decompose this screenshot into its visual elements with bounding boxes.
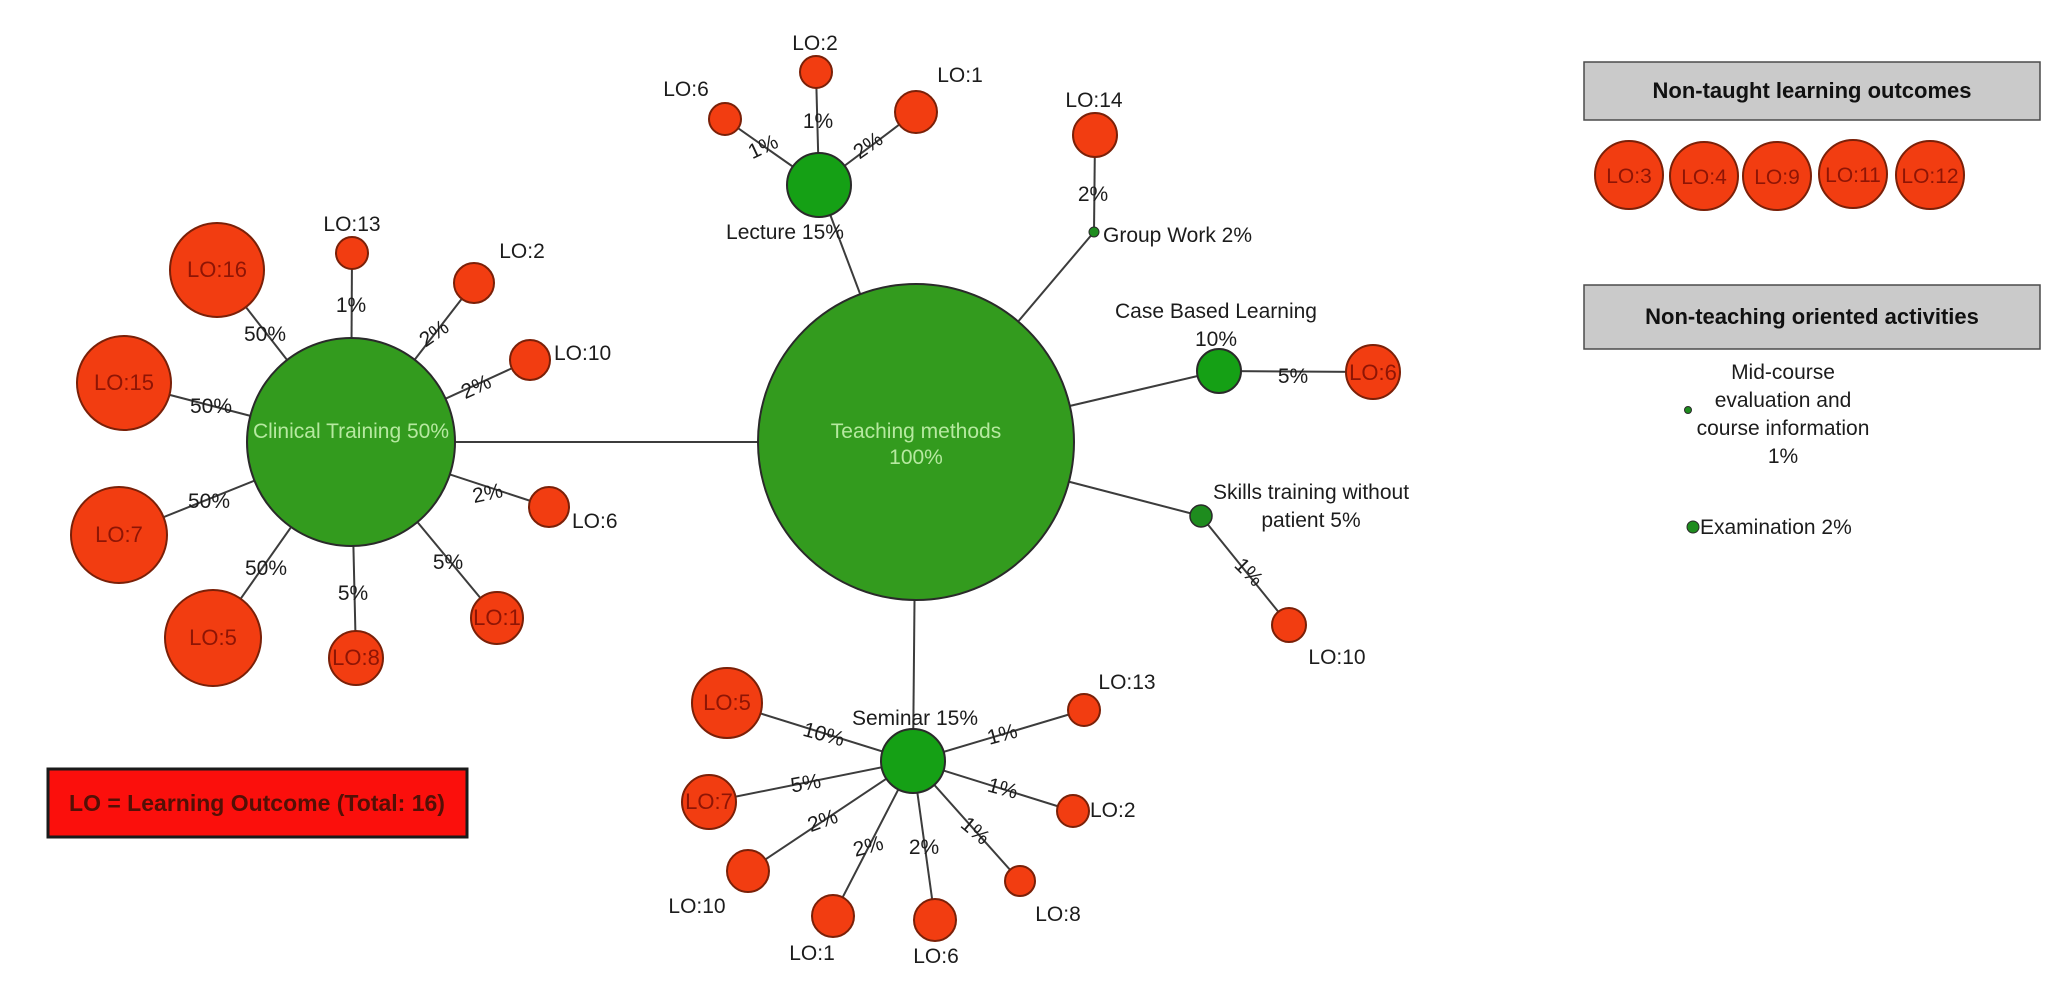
svg-text:Skills training without: Skills training without bbox=[1213, 481, 1409, 504]
svg-text:LO:13: LO:13 bbox=[1098, 671, 1155, 694]
svg-text:Teaching methods: Teaching methods bbox=[831, 420, 1001, 443]
svg-text:Clinical Training 50%: Clinical Training 50% bbox=[253, 420, 449, 443]
svg-text:LO:10: LO:10 bbox=[1308, 646, 1365, 669]
svg-text:5%: 5% bbox=[789, 770, 823, 798]
svg-text:LO:9: LO:9 bbox=[1754, 166, 1800, 189]
svg-text:LO:7: LO:7 bbox=[95, 522, 143, 547]
svg-text:LO:2: LO:2 bbox=[499, 240, 545, 263]
svg-text:LO:6: LO:6 bbox=[572, 510, 618, 533]
svg-text:LO:1: LO:1 bbox=[937, 64, 983, 87]
svg-text:5%: 5% bbox=[433, 551, 463, 574]
svg-text:5%: 5% bbox=[338, 582, 368, 605]
svg-text:LO:3: LO:3 bbox=[1606, 165, 1652, 188]
svg-text:Case Based Learning: Case Based Learning bbox=[1115, 300, 1317, 323]
svg-text:patient 5%: patient 5% bbox=[1261, 509, 1360, 532]
svg-text:LO:13: LO:13 bbox=[323, 213, 380, 236]
svg-text:LO:15: LO:15 bbox=[94, 370, 154, 395]
svg-text:Seminar 15%: Seminar 15% bbox=[852, 707, 978, 730]
svg-text:LO:6: LO:6 bbox=[913, 945, 959, 968]
svg-text:LO:10: LO:10 bbox=[554, 342, 611, 365]
svg-text:LO:2: LO:2 bbox=[1090, 799, 1136, 822]
svg-text:Group Work 2%: Group Work 2% bbox=[1103, 224, 1252, 247]
svg-text:LO:11: LO:11 bbox=[1825, 164, 1881, 187]
svg-text:LO:5: LO:5 bbox=[703, 690, 751, 715]
svg-text:Non-taught learning outcomes: Non-taught learning outcomes bbox=[1653, 78, 1972, 103]
svg-text:LO:7: LO:7 bbox=[685, 789, 733, 814]
svg-text:LO:1: LO:1 bbox=[789, 942, 835, 965]
svg-text:LO:1: LO:1 bbox=[473, 605, 521, 630]
svg-text:Mid-course: Mid-course bbox=[1731, 361, 1835, 384]
svg-text:evaluation and: evaluation and bbox=[1715, 389, 1852, 412]
svg-text:50%: 50% bbox=[244, 323, 286, 346]
svg-text:50%: 50% bbox=[190, 395, 232, 418]
svg-text:LO:16: LO:16 bbox=[187, 257, 247, 282]
svg-text:100%: 100% bbox=[889, 446, 943, 469]
svg-text:LO = Learning Outcome (Total:: LO = Learning Outcome (Total: 16) bbox=[69, 790, 445, 816]
svg-text:Examination 2%: Examination 2% bbox=[1700, 516, 1852, 539]
svg-text:2%: 2% bbox=[909, 836, 939, 859]
svg-text:LO:6: LO:6 bbox=[1349, 360, 1397, 385]
svg-text:LO:8: LO:8 bbox=[332, 645, 380, 670]
svg-text:Lecture 15%: Lecture 15% bbox=[726, 221, 844, 244]
svg-text:LO:6: LO:6 bbox=[663, 78, 709, 101]
svg-text:2%: 2% bbox=[1078, 183, 1108, 206]
svg-text:LO:8: LO:8 bbox=[1035, 903, 1081, 926]
svg-text:Non-teaching oriented activiti: Non-teaching oriented activities bbox=[1645, 304, 1979, 329]
svg-text:LO:2: LO:2 bbox=[792, 32, 838, 55]
svg-text:5%: 5% bbox=[1278, 365, 1308, 388]
svg-text:LO:4: LO:4 bbox=[1681, 166, 1727, 189]
svg-text:1%: 1% bbox=[803, 110, 833, 133]
svg-text:1%: 1% bbox=[336, 294, 366, 317]
svg-text:LO:10: LO:10 bbox=[668, 895, 725, 918]
svg-text:10%: 10% bbox=[1195, 328, 1237, 351]
svg-text:LO:5: LO:5 bbox=[189, 625, 237, 650]
svg-text:50%: 50% bbox=[245, 557, 287, 580]
svg-text:1%: 1% bbox=[1768, 445, 1798, 468]
svg-text:LO:12: LO:12 bbox=[1901, 165, 1958, 188]
svg-text:50%: 50% bbox=[188, 490, 230, 513]
svg-text:course information: course information bbox=[1697, 417, 1870, 440]
svg-text:LO:14: LO:14 bbox=[1065, 89, 1123, 112]
